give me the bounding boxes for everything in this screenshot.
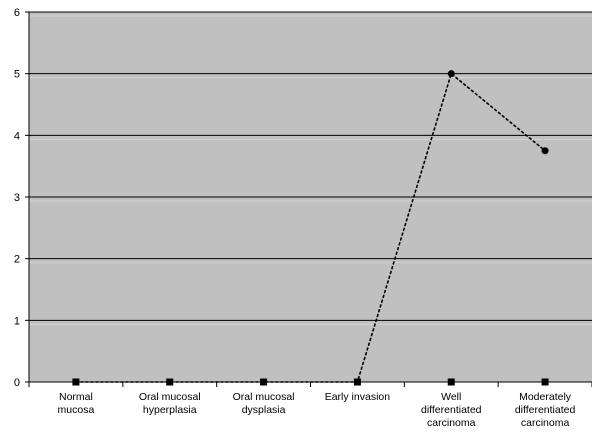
y-tick-label: 1 bbox=[14, 315, 20, 327]
data-point bbox=[541, 147, 549, 155]
x-tick-label: Normal mucosa bbox=[58, 391, 95, 416]
y-tick-label: 5 bbox=[14, 69, 20, 81]
baseline-marker bbox=[447, 378, 455, 386]
x-tick-label: Well differentiated carcinoma bbox=[421, 391, 482, 429]
y-tick-label: 3 bbox=[14, 192, 20, 204]
baseline-marker bbox=[541, 378, 549, 386]
x-tick-label: Oral mucosal hyperplasia bbox=[139, 391, 201, 416]
baseline-marker bbox=[72, 378, 80, 386]
markers bbox=[72, 70, 549, 386]
y-tick-label: 4 bbox=[14, 130, 20, 142]
x-axis-ticks: Normal mucosa Oral mucosal hyperplasia Oral … bbox=[28, 382, 592, 429]
x-tick-label: Oral mucosal dysplasia bbox=[233, 391, 295, 416]
y-tick-label: 2 bbox=[14, 254, 20, 266]
data-point bbox=[447, 70, 455, 78]
y-axis-ticks: 0 1 2 3 4 5 6 bbox=[14, 7, 29, 389]
y-tick-label: 0 bbox=[14, 377, 20, 389]
x-tick-label: Moderately differentiated carcinoma bbox=[515, 391, 576, 429]
y-tick-label: 6 bbox=[14, 7, 20, 19]
gridlines bbox=[29, 11, 592, 325]
baseline-marker bbox=[260, 378, 268, 386]
baseline-marker bbox=[353, 378, 361, 386]
baseline-marker bbox=[166, 378, 174, 386]
series bbox=[75, 72, 546, 383]
x-tick-label: Early invasion bbox=[325, 391, 391, 403]
series-line bbox=[75, 72, 546, 383]
